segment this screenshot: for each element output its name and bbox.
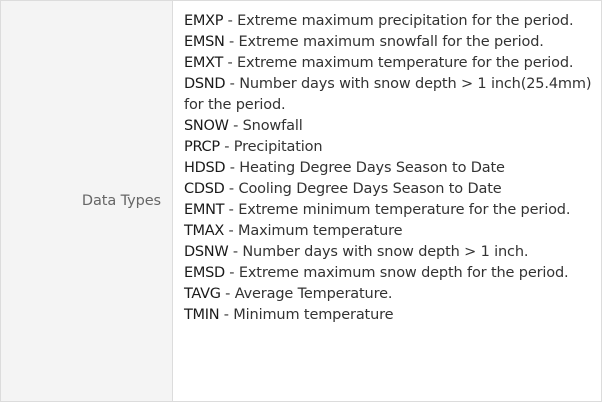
- data-type-description: - Snowfall: [228, 118, 303, 134]
- data-type-item: EMXP - Extreme maximum precipitation for…: [184, 11, 595, 32]
- data-type-code: DSND: [184, 76, 226, 92]
- data-type-description: - Cooling Degree Days Season to Date: [224, 181, 502, 197]
- data-types-list: EMXP - Extreme maximum precipitation for…: [184, 11, 595, 326]
- data-type-code: HDSD: [184, 160, 226, 176]
- data-type-item: SNOW - Snowfall: [184, 116, 595, 137]
- data-type-item: TMAX - Maximum temperature: [184, 221, 595, 242]
- data-types-label-cell: Data Types: [1, 1, 173, 401]
- data-type-description: - Number days with snow depth > 1 inch.: [228, 244, 529, 260]
- data-type-code: CDSD: [184, 181, 225, 197]
- data-type-item: EMNT - Extreme minimum temperature for t…: [184, 200, 595, 221]
- data-type-description: - Maximum temperature: [224, 223, 403, 239]
- data-type-description: - Extreme maximum precipitation for the …: [223, 13, 574, 29]
- data-type-code: EMXT: [184, 55, 224, 71]
- data-type-code: TMAX: [184, 223, 225, 239]
- data-type-code: PRCP: [184, 139, 220, 155]
- data-type-item: HDSD - Heating Degree Days Season to Dat…: [184, 158, 595, 179]
- data-type-code: TAVG: [184, 286, 221, 302]
- data-type-description: - Heating Degree Days Season to Date: [225, 160, 505, 176]
- data-type-code: EMSD: [184, 265, 225, 281]
- data-type-code: EMXP: [184, 13, 224, 29]
- data-type-description: - Extreme maximum temperature for the pe…: [223, 55, 574, 71]
- data-type-item: TAVG - Average Temperature.: [184, 284, 595, 305]
- data-type-code: DSNW: [184, 244, 229, 260]
- data-type-code: TMIN: [184, 307, 220, 323]
- data-type-description: - Average Temperature.: [220, 286, 393, 302]
- data-type-description: - Extreme maximum snow depth for the per…: [224, 265, 569, 281]
- data-type-item: PRCP - Precipitation: [184, 137, 595, 158]
- data-type-description: - Number days with snow depth > 1 inch(2…: [184, 76, 592, 113]
- data-type-item: CDSD - Cooling Degree Days Season to Dat…: [184, 179, 595, 200]
- data-type-item: EMSN - Extreme maximum snowfall for the …: [184, 32, 595, 53]
- data-type-code: EMSN: [184, 34, 225, 50]
- data-type-item: TMIN - Minimum temperature: [184, 305, 595, 326]
- data-type-description: - Extreme minimum temperature for the pe…: [224, 202, 571, 218]
- data-types-label: Data Types: [81, 193, 161, 209]
- data-type-item: EMXT - Extreme maximum temperature for t…: [184, 53, 595, 74]
- data-type-item: DSND - Number days with snow depth > 1 i…: [184, 74, 595, 116]
- data-type-code: EMNT: [184, 202, 225, 218]
- data-type-description: - Precipitation: [219, 139, 323, 155]
- data-type-item: EMSD - Extreme maximum snow depth for th…: [184, 263, 595, 284]
- data-type-description: - Extreme maximum snowfall for the perio…: [224, 34, 544, 50]
- data-type-code: SNOW: [184, 118, 229, 134]
- data-types-value-cell: EMXP - Extreme maximum precipitation for…: [174, 1, 601, 401]
- data-type-description: - Minimum temperature: [219, 307, 394, 323]
- data-type-item: DSNW - Number days with snow depth > 1 i…: [184, 242, 595, 263]
